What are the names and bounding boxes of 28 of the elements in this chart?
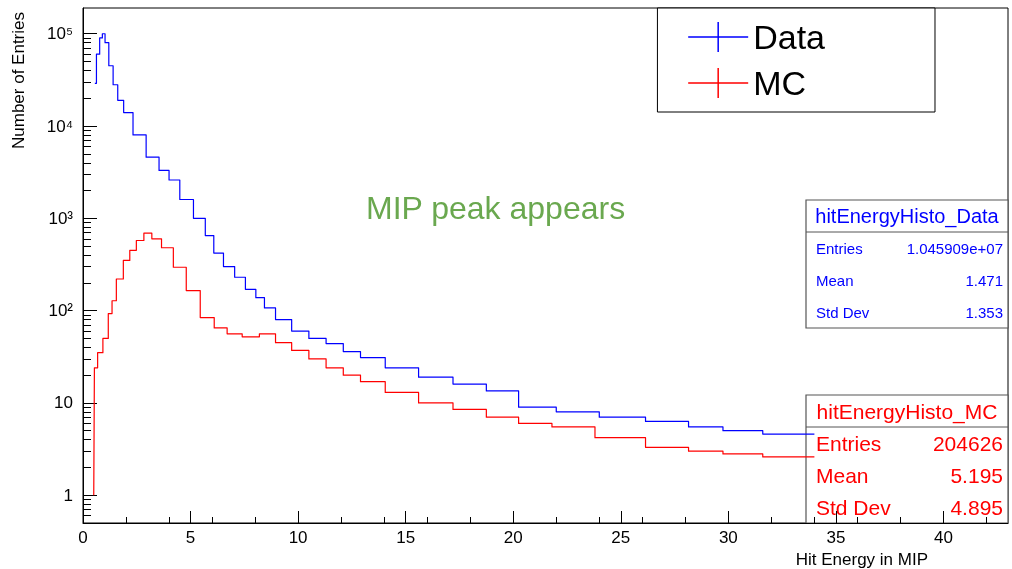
- text: Entries 204626: [816, 431, 1003, 455]
- x-tick-label: 40: [934, 528, 953, 547]
- text: Std Dev 1.353: [816, 303, 1003, 321]
- y-tick-label: 10⁴: [46, 116, 73, 136]
- y-tick-label: 10³: [48, 208, 74, 228]
- legend-label: Data: [753, 18, 826, 56]
- legend-label: MC: [753, 64, 807, 102]
- x-tick-label: 0: [78, 528, 88, 547]
- x-tick-label: 30: [718, 528, 738, 547]
- text: Mean 1.471: [816, 271, 1003, 289]
- x-axis-title: Hit Energy in MIP: [795, 550, 928, 569]
- x-tick-label: 10: [288, 528, 308, 547]
- x-tick-label: 25: [611, 528, 631, 547]
- annotation: hitEnergyHisto_MC: [816, 399, 998, 424]
- x-tick-label: 35: [826, 528, 846, 547]
- y-tick-label: 10²: [48, 301, 74, 321]
- y-axis-title: Number of Entries: [9, 12, 28, 149]
- text: Mean 5.195: [816, 463, 1003, 487]
- y-tick-label: 1: [63, 485, 73, 505]
- x-tick-label: 5: [185, 528, 196, 547]
- x-tick-label: 15: [396, 528, 416, 547]
- annotation: MIP peak appears: [366, 190, 626, 226]
- y-tick-label: 10⁵: [47, 24, 73, 44]
- x-tick-label: 20: [503, 528, 523, 547]
- annotation: hitEnergyHisto_Data: [815, 205, 1000, 228]
- text: Std Dev 4.895: [816, 495, 1003, 519]
- text: Entries 1.045909e+07: [816, 239, 1003, 257]
- y-tick-label: 10: [54, 393, 73, 413]
